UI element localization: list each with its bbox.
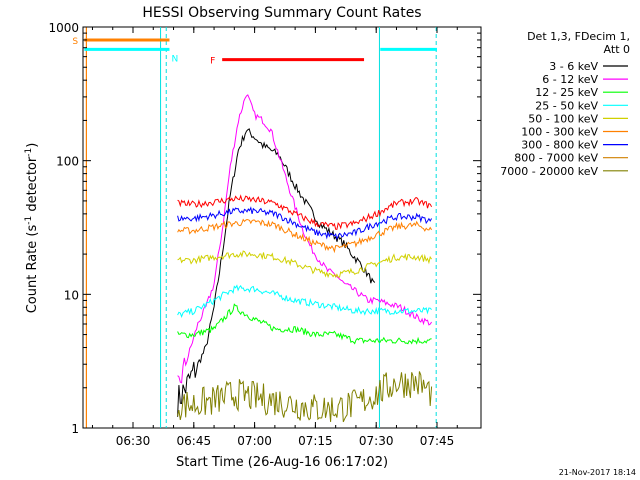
series-line-4	[177, 250, 433, 279]
legend-entry-label: 800 - 7000 keV	[514, 152, 598, 165]
legend-entry-label: 300 - 800 keV	[521, 139, 598, 152]
x-tick-label: 07:45	[420, 434, 455, 448]
legend-entry-label: 12 - 25 keV	[535, 86, 598, 99]
series-line-6	[177, 206, 433, 241]
legend-entry-label: 6 - 12 keV	[542, 73, 598, 86]
series-line-5	[177, 218, 433, 254]
series-line-3	[177, 284, 432, 319]
series-line-9	[177, 194, 433, 230]
y-tick-label: 1	[71, 422, 79, 436]
x-tick-label: 06:45	[177, 434, 212, 448]
series-line-0	[177, 128, 376, 417]
x-axis-label: Start Time (26-Aug-16 06:17:02)	[176, 455, 388, 470]
y-tick-label: 100	[56, 155, 79, 169]
x-tick-label: 07:00	[237, 434, 272, 448]
flag-label-F: F	[210, 57, 215, 67]
series-line-8	[177, 371, 433, 423]
y-axis-ticks: 1 10 100 1000	[48, 21, 481, 436]
legend-title-line2: Att 0	[604, 43, 630, 56]
legend-entry-label: 3 - 6 keV	[549, 60, 598, 73]
flags-layer: S N F	[72, 37, 437, 67]
vertical-markers	[85, 27, 437, 428]
y-axis-label: Count Rate (s-1 detector-1)	[24, 143, 40, 314]
x-tick-label: 07:15	[298, 434, 333, 448]
legend-entry-label: 50 - 100 keV	[528, 112, 598, 125]
series-line-2	[177, 303, 432, 345]
footer-timestamp: 21-Nov-2017 18:14	[559, 468, 636, 477]
plot-frame	[82, 26, 482, 429]
y-tick-label: 10	[64, 288, 79, 302]
series-line-1	[177, 94, 433, 384]
chart-title: HESSI Observing Summary Count Rates	[142, 5, 421, 21]
legend-title-line1: Det 1,3, FDecim 1,	[527, 30, 630, 43]
x-tick-label: 06:30	[116, 434, 151, 448]
x-axis-ticks: 06:30 06:45 07:00 07:15 07:30 07:45	[91, 27, 458, 448]
flag-label-N: N	[171, 54, 178, 64]
x-tick-label: 07:30	[359, 434, 394, 448]
legend-entry-label: 100 - 300 keV	[521, 126, 598, 139]
legend-entry-label: 7000 - 20000 keV	[500, 165, 598, 178]
legend-entry-label: 25 - 50 keV	[535, 99, 598, 112]
series-layer	[177, 94, 433, 423]
flag-label-S: S	[72, 37, 78, 47]
y-tick-label: 1000	[48, 21, 79, 35]
